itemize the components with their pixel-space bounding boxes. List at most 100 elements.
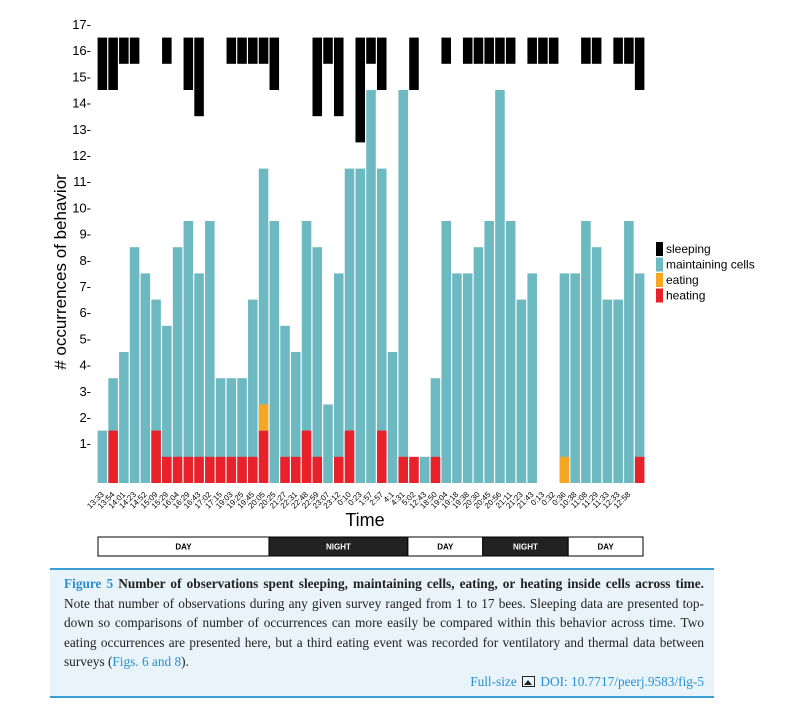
bar-heating [172,456,183,483]
bar-maintaining [129,247,140,483]
bar-maintaining [97,430,108,483]
caption-body: Note that number of observations during … [64,595,704,670]
bar-maintaining [559,273,570,483]
bar-sleeping [194,37,204,117]
bar-sleeping [97,37,108,90]
y-tick-label: 11- [73,174,91,189]
bar-sleeping [119,37,129,64]
bar-maintaining [591,247,602,483]
bar-heating [430,456,441,483]
period-label: DAY [437,543,454,552]
bar-maintaining [387,352,398,483]
bar-heating [215,456,226,483]
bar-maintaining [344,168,355,483]
bar-maintaining [355,168,366,483]
bar-maintaining [462,273,473,483]
bar-heating [634,456,645,483]
bar-eating [559,456,570,483]
bar-maintaining [613,299,623,483]
period-label: NIGHT [513,543,538,552]
bar-maintaining [291,352,301,483]
bar-heating [226,456,237,483]
bar-sleeping [108,37,118,90]
y-tick-label: 2- [79,410,91,425]
bar-sleeping [505,37,516,64]
bar-heating [237,456,247,483]
bar-heating [301,430,312,483]
bar-heating [162,456,172,483]
y-tick-label: 12- [72,148,91,163]
bar-heating [312,456,323,483]
bar-maintaining [215,378,226,483]
bar-sleeping [129,37,140,64]
bar-sleeping [591,37,602,64]
bar-sleeping [634,37,645,90]
bar-sleeping [237,37,247,64]
bar-maintaining [441,221,451,483]
bar-heating [280,456,290,483]
bar-maintaining [119,352,129,483]
y-tick-label: 6- [79,305,91,320]
bar-sleeping [473,37,484,64]
bar-sleeping [355,37,366,143]
y-axis: 1- 2- 3- 4- 5- 6- 7- 8- 9- 10- 11- 12- 13- 14- 15- 16- 1… [72,17,91,451]
y-tick-label: 14- [72,96,91,111]
bar-maintaining [419,456,430,483]
legend-label: sleeping [666,242,711,256]
bar-maintaining [452,273,462,483]
bar-sleeping [183,37,194,90]
y-tick-label: 9- [79,227,91,242]
bar-sleeping [323,37,333,64]
bar-heating [376,430,387,483]
day-night-bar: DAY NIGHT DAY NIGHT DAY [97,536,644,557]
bar-maintaining [581,221,591,483]
y-tick-label: 10- [72,200,91,215]
y-tick-label: 4- [79,358,91,373]
bar-maintaining [194,273,204,483]
bar-sleeping [581,37,591,64]
bar-sleeping [248,37,258,64]
bar-sleeping [624,37,634,64]
bar-maintaining [527,273,537,483]
figure-title: Number of observations spent sleeping, m… [118,576,704,591]
bar-maintaining [183,221,194,483]
bar-maintaining [376,168,387,483]
x-axis-label: Time [345,510,384,530]
legend-swatch [656,288,663,303]
bar-sleeping [409,37,419,90]
bar-maintaining [269,221,280,483]
figures-link[interactable]: Figs. 6 and 8 [112,654,182,669]
bar-sleeping [548,37,559,64]
y-tick-label: 1- [79,436,91,451]
bar-sleeping [333,37,344,117]
day-segment [567,536,644,557]
bar-maintaining [205,221,215,483]
bar-sleeping [538,37,548,64]
bar-sleeping [258,37,269,64]
bar-maintaining [237,378,247,483]
bar-heating [344,430,355,483]
doi-link[interactable]: DOI: 10.7717/peerj.9583/fig-5 [540,673,704,689]
legend-label: eating [666,273,699,287]
bar-sleeping [376,37,387,90]
bar-heating [248,456,258,483]
y-tick-label: 16- [72,43,91,58]
behavior-bar-chart: 1- 2- 3- 4- 5- 6- 7- 8- 9- 10- 11- 12- 13- 14- 15- 16- 1… [51,17,755,557]
bar-sleeping [226,37,237,64]
figure-caption: Figure 5 Number of observations spent sl… [50,568,714,698]
bar-heating [205,456,215,483]
y-tick-label: 13- [72,122,91,137]
bar-maintaining [495,90,505,483]
bar-heating [409,456,419,483]
y-tick-label: 5- [79,331,91,346]
legend-label: maintaining cells [666,258,755,272]
full-size-link[interactable]: Full-size [470,673,517,689]
bars-group [97,37,645,483]
y-tick-label: 7- [79,279,91,294]
bar-heating [183,456,194,483]
caption-footer: Full-size DOI: 10.7717/peerj.9583/fig-5 [64,672,704,692]
y-tick-label: 3- [79,384,91,399]
y-tick-label: 17- [72,17,91,32]
bar-maintaining [280,325,290,483]
